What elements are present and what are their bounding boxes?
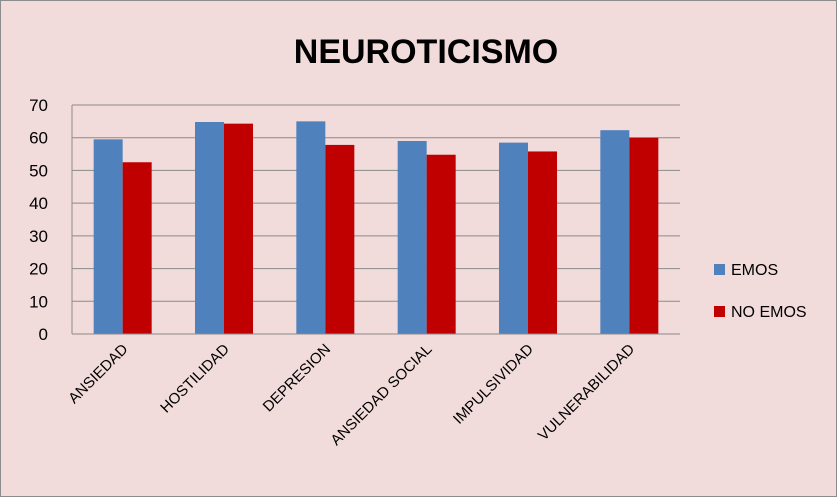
bar-emos-depresion <box>296 121 326 334</box>
bar-no-emos-impulsividad <box>528 151 557 334</box>
bar-emos-ansiedad <box>93 139 123 334</box>
bar-emos-ansiedad-social <box>397 140 427 334</box>
x-tick-label: ANSIEDAD SOCIAL <box>327 341 435 449</box>
bar-emos-impulsividad <box>499 142 528 334</box>
bars <box>93 121 659 334</box>
y-axis: 0 10 20 30 40 50 60 70 <box>29 96 73 344</box>
legend-swatch <box>714 306 725 317</box>
y-tick-label: 50 <box>29 161 48 180</box>
bar-no-emos-depresion <box>325 144 355 334</box>
y-tick-label: 10 <box>29 292 48 311</box>
bar-no-emos-ansiedad <box>122 162 152 334</box>
y-tick-label: 40 <box>29 194 48 213</box>
x-tick-label: ANSIEDAD <box>65 341 131 407</box>
bar-emos-vulnerabilidad <box>600 130 630 334</box>
y-tick-label: 20 <box>29 260 48 279</box>
gridlines <box>72 104 680 335</box>
x-tick-label: DEPRESION <box>260 341 335 416</box>
chart-title: NEUROTICISMO <box>294 33 558 71</box>
x-tick-label: HOSTILIDAD <box>157 341 233 417</box>
y-tick-label: 30 <box>29 227 48 246</box>
legend: EMOS NO EMOS <box>714 262 807 321</box>
x-tick-label: IMPULSIVIDAD <box>450 341 537 428</box>
bar-no-emos-ansiedad-social <box>426 154 456 334</box>
legend-label: EMOS <box>731 262 778 279</box>
x-tick-label: VULNERABILIDAD <box>535 341 639 445</box>
bar-no-emos-vulnerabilidad <box>629 137 659 334</box>
y-tick-label: 0 <box>39 325 48 344</box>
y-tick-label: 60 <box>29 129 48 148</box>
bar-emos-hostilidad <box>195 122 224 334</box>
bar-no-emos-hostilidad <box>224 123 253 334</box>
y-tick-label: 70 <box>29 96 48 115</box>
legend-label: NO EMOS <box>731 304 807 321</box>
legend-swatch <box>714 264 725 275</box>
